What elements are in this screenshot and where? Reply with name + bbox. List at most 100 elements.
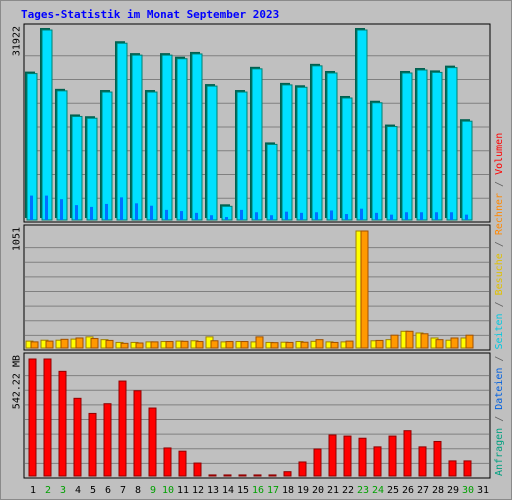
rechner-bar bbox=[240, 341, 249, 349]
legend-separator: / bbox=[494, 235, 505, 253]
rechner-bar bbox=[195, 341, 204, 349]
day-label: 5 bbox=[90, 485, 96, 496]
dateien-bar bbox=[345, 214, 348, 220]
legend-separator: / bbox=[494, 175, 505, 193]
day-label: 29 bbox=[447, 485, 459, 496]
day-label: 14 bbox=[222, 485, 234, 496]
day-label: 26 bbox=[402, 485, 414, 496]
legend-item-anfragen: Anfragen bbox=[494, 428, 505, 476]
anfragen-bar bbox=[266, 143, 278, 221]
middle-max-label: 1051 bbox=[11, 227, 22, 251]
volumen-bar bbox=[418, 446, 427, 477]
anfragen-bar bbox=[146, 91, 158, 221]
rechner-bar bbox=[465, 334, 474, 349]
dateien-bar bbox=[360, 208, 363, 220]
legend-item-dateien: Dateien bbox=[494, 368, 505, 410]
rechner-bar bbox=[285, 341, 294, 349]
legend-item-rechner: Rechner bbox=[494, 193, 505, 235]
rechner-bar bbox=[135, 342, 144, 349]
day-label: 31 bbox=[477, 485, 489, 496]
bottom-max-label: 542.22 MB bbox=[11, 355, 22, 409]
anfragen-bar bbox=[371, 102, 383, 221]
volumen-bar bbox=[118, 380, 127, 477]
anfragen-bar bbox=[86, 117, 98, 221]
rechner-bar bbox=[420, 333, 429, 349]
dateien-bar bbox=[150, 205, 153, 220]
day-label: 9 bbox=[150, 485, 156, 496]
legend-separator: / bbox=[494, 350, 505, 368]
dateien-bar bbox=[255, 212, 258, 220]
rechner-bar bbox=[225, 341, 234, 349]
day-label: 17 bbox=[267, 485, 279, 496]
anfragen-bar bbox=[401, 72, 413, 221]
rechner-bar bbox=[270, 342, 279, 349]
volumen-bar bbox=[403, 430, 412, 477]
rechner-bar bbox=[210, 340, 219, 349]
rechner-bar bbox=[45, 340, 54, 349]
day-label: 22 bbox=[342, 485, 354, 496]
rechner-bar bbox=[390, 334, 399, 349]
dateien-bar bbox=[210, 215, 213, 220]
volumen-bar bbox=[358, 437, 367, 477]
day-label: 28 bbox=[432, 485, 444, 496]
volumen-bar bbox=[103, 403, 112, 477]
dateien-bar bbox=[420, 212, 423, 220]
volumen-bar bbox=[73, 397, 82, 477]
anfragen-bar bbox=[461, 120, 473, 221]
volumen-bar bbox=[193, 462, 202, 477]
day-label: 12 bbox=[192, 485, 204, 496]
anfragen-bar bbox=[131, 54, 143, 221]
anfragen-bar bbox=[251, 68, 263, 221]
dateien-bar bbox=[75, 205, 78, 220]
anfragen-bar bbox=[101, 91, 113, 221]
dateien-bar bbox=[390, 214, 393, 220]
legend-item-seiten: Seiten bbox=[494, 313, 505, 349]
day-label: 2 bbox=[45, 485, 51, 496]
day-label: 24 bbox=[372, 485, 384, 496]
volumen-bar bbox=[238, 474, 247, 477]
anfragen-bar bbox=[236, 91, 248, 221]
day-label: 20 bbox=[312, 485, 324, 496]
bottom-plot-area bbox=[23, 352, 491, 479]
day-label: 25 bbox=[387, 485, 399, 496]
legend-separator: / bbox=[494, 295, 505, 313]
rechner-bar bbox=[405, 330, 414, 349]
legend-item-besuche: Besuche bbox=[494, 253, 505, 295]
volumen-bar bbox=[133, 390, 142, 477]
anfragen-bar bbox=[326, 72, 338, 221]
dateien-bar bbox=[120, 197, 123, 220]
chart-title: Tages-Statistik im Monat September 2023 bbox=[21, 8, 280, 21]
rechner-bar bbox=[180, 340, 189, 349]
volumen-bar bbox=[253, 474, 262, 477]
anfragen-bar bbox=[116, 42, 128, 221]
volumen-bar bbox=[43, 358, 52, 477]
day-label: 11 bbox=[177, 485, 189, 496]
anfragen-bar bbox=[206, 85, 218, 221]
anfragen-bar bbox=[431, 71, 443, 221]
rechner-bar bbox=[75, 337, 84, 349]
volumen-bar bbox=[148, 407, 157, 477]
volumen-bar bbox=[268, 474, 277, 477]
anfragen-bar bbox=[41, 29, 53, 221]
day-label: 7 bbox=[120, 485, 126, 496]
dateien-bar bbox=[405, 212, 408, 220]
rechner-bar bbox=[345, 340, 354, 349]
dateien-bar bbox=[30, 195, 33, 220]
day-label: 4 bbox=[75, 485, 81, 496]
rechner-bar bbox=[315, 339, 324, 349]
volumen-bar bbox=[463, 460, 472, 477]
dateien-bar bbox=[315, 212, 318, 220]
anfragen-bar bbox=[296, 86, 308, 221]
volumen-bar bbox=[28, 358, 37, 477]
volumen-bar bbox=[433, 440, 442, 477]
anfragen-bar bbox=[416, 69, 428, 221]
legend-item-volumen: Volumen bbox=[494, 133, 505, 175]
dateien-bar bbox=[195, 212, 198, 220]
volumen-bar bbox=[178, 450, 187, 477]
volumen-bar bbox=[373, 446, 382, 477]
rechner-bar bbox=[360, 230, 369, 349]
volumen-bar bbox=[58, 370, 67, 477]
anfragen-bar bbox=[71, 115, 83, 221]
rechner-bar bbox=[375, 339, 384, 349]
